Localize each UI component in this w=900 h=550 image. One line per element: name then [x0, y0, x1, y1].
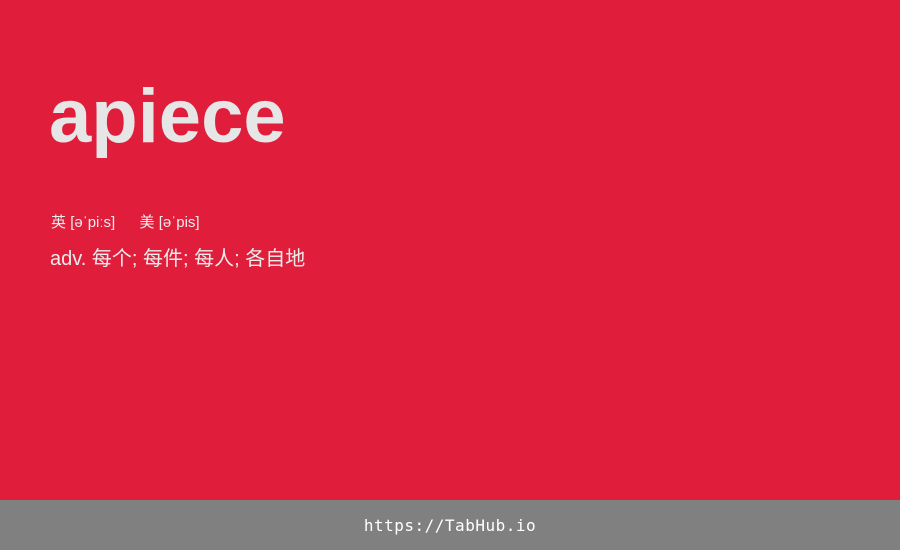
phonetics-row: 英 [əˈpiːs] 美 [əˈpis]: [51, 212, 200, 234]
uk-label: 英: [51, 214, 67, 231]
headword: apiece: [49, 74, 286, 159]
word-card: apiece 英 [əˈpiːs] 美 [əˈpis] adv. 每个; 每件;…: [0, 0, 900, 500]
uk-pronunciation: [əˈpiːs]: [70, 214, 116, 231]
definition: adv. 每个; 每件; 每人; 各自地: [50, 248, 306, 270]
us-pronunciation: [əˈpis]: [158, 214, 200, 231]
footer-bar: https://TabHub.io: [0, 500, 900, 550]
us-label: 美: [139, 214, 155, 231]
tabhub-link[interactable]: https://TabHub.io: [363, 515, 537, 535]
